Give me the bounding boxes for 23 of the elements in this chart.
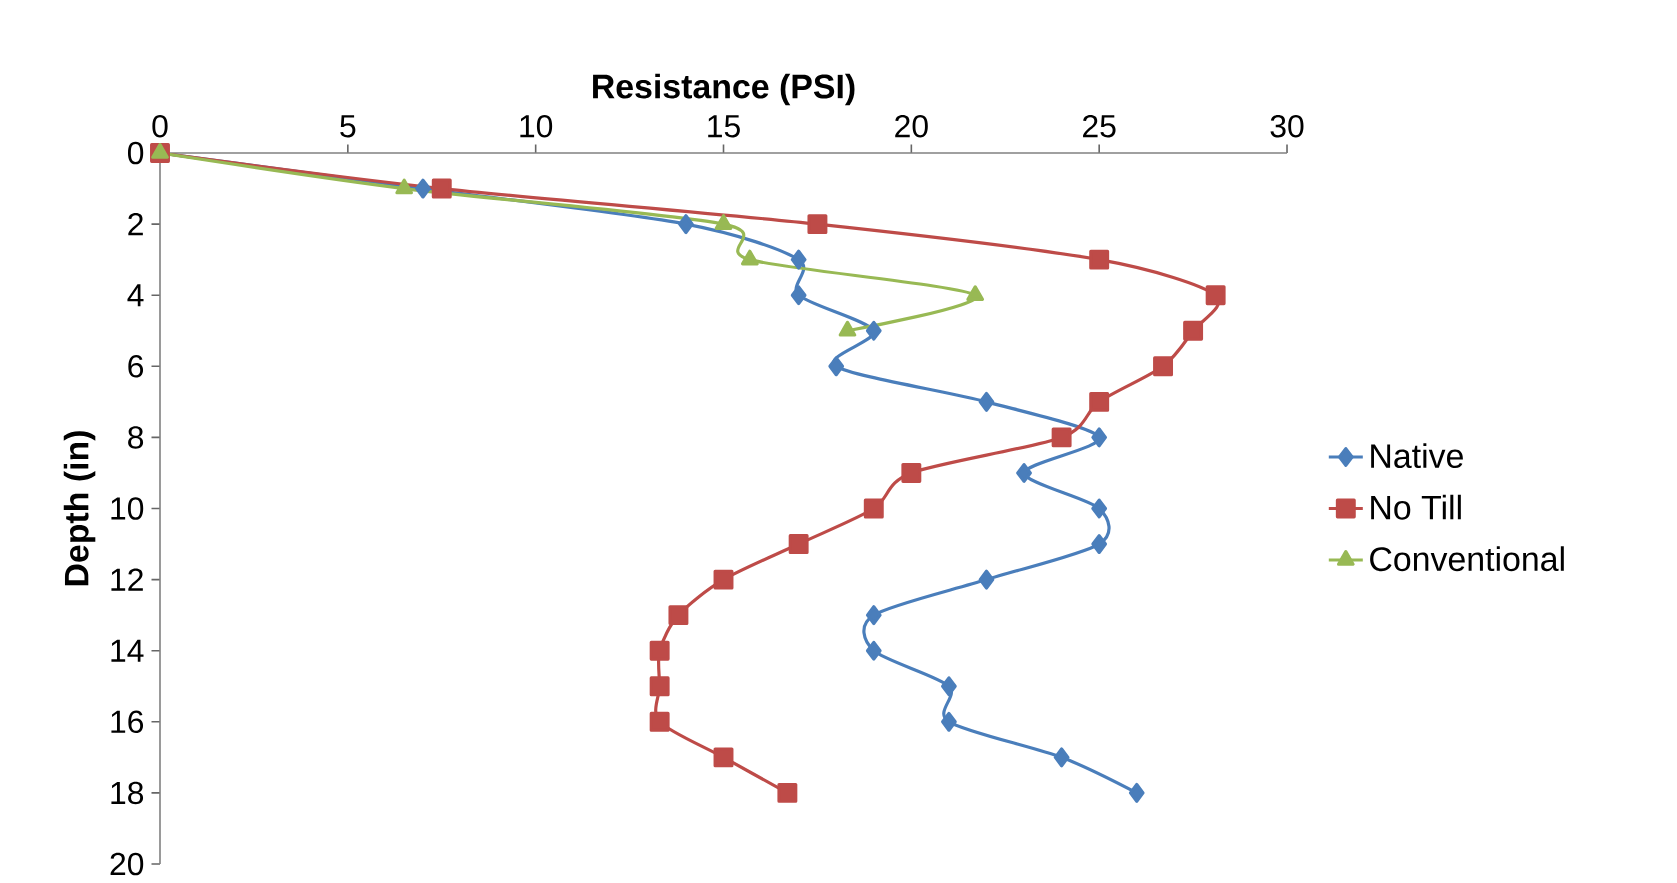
x-tick-label: 15 [708, 115, 740, 138]
x-tick-label: 20 [895, 114, 928, 138]
y-tick-label: 14 [111, 639, 144, 662]
x-axis-title: Resistance (PSI) [593, 73, 855, 106]
y-tick-label: 2 [128, 212, 143, 236]
y-tick-label: 8 [128, 426, 144, 449]
y-tick-label: 10 [111, 497, 144, 520]
y-tick-label: 16 [111, 710, 144, 734]
x-tick-label: 0 [152, 114, 168, 138]
y-tick-label: 18 [111, 781, 144, 805]
y-tick-label: 6 [128, 355, 144, 378]
y-tick-label: 0 [127, 141, 144, 165]
y-axis-title: Depth (in) [63, 431, 96, 586]
y-tick-label: 4 [127, 284, 144, 307]
legend-label: No Till [1371, 494, 1461, 520]
x-tick-label: 10 [520, 114, 553, 138]
x-tick-label: 30 [1270, 114, 1304, 138]
legend-label: Conventional [1370, 546, 1564, 572]
legend-label: Native [1371, 443, 1463, 469]
y-tick-label: 12 [111, 568, 143, 591]
x-tick-label: 5 [340, 115, 356, 138]
y-tick-label: 20 [110, 852, 144, 876]
x-tick-label: 25 [1083, 114, 1116, 138]
